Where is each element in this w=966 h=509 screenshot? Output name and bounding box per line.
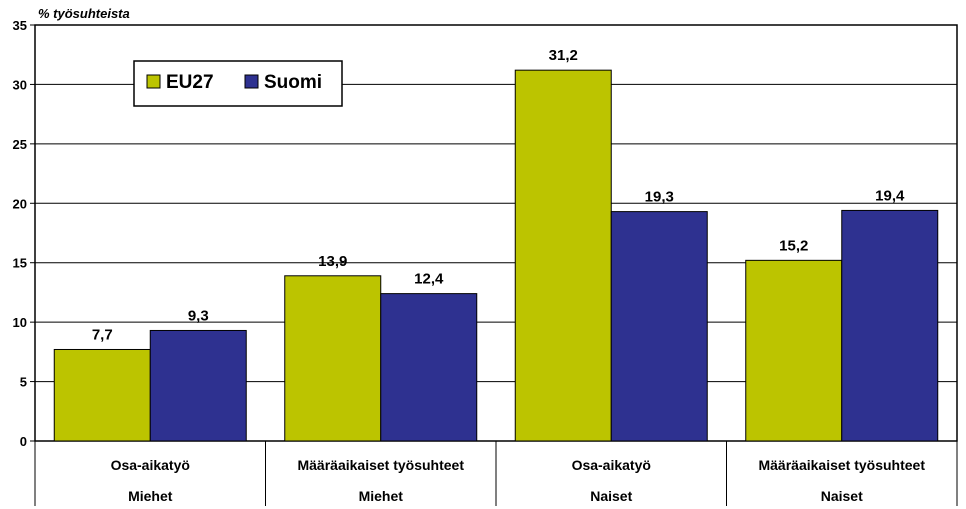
bar-eu27-1	[53, 348, 151, 442]
y-tick-label: 25	[13, 137, 27, 152]
bar-suomi-1	[149, 329, 247, 442]
bar-suomi-2	[380, 293, 478, 442]
category-group-label: Miehet	[128, 488, 173, 504]
legend-swatch-eu27	[146, 74, 161, 89]
category-group-label: Naiset	[821, 488, 863, 504]
data-label: 7,7	[92, 326, 113, 343]
data-label: 9,3	[188, 307, 209, 324]
category-group-label: Naiset	[590, 488, 632, 504]
bar-suomi-4	[841, 209, 939, 442]
y-tick-label: 20	[13, 196, 27, 211]
legend-label-eu27: EU27	[166, 72, 214, 93]
data-label: 31,2	[549, 47, 578, 64]
y-tick-label: 5	[20, 375, 27, 390]
y-tick-label: 10	[13, 315, 27, 330]
y-tick-label: 30	[13, 77, 27, 92]
legend-swatch-suomi	[244, 74, 259, 89]
category-label: Osa-aikatyö	[111, 457, 190, 473]
y-axis-label: % työsuhteista	[38, 6, 130, 21]
bar-eu27-2	[284, 275, 382, 442]
bar-eu27-3	[514, 69, 612, 442]
category-group-label: Miehet	[359, 488, 404, 504]
data-label: 13,9	[318, 253, 347, 270]
legend-label-suomi: Suomi	[264, 72, 322, 93]
data-label: 12,4	[414, 271, 444, 288]
y-tick-label: 15	[13, 256, 27, 271]
category-label: Määräaikaiset työsuhteet	[758, 457, 925, 473]
bar-suomi-3	[610, 211, 708, 442]
data-label: 19,3	[645, 189, 674, 206]
legend-box	[133, 60, 343, 107]
y-tick-label: 35	[13, 18, 27, 33]
category-label: Osa-aikatyö	[572, 457, 651, 473]
data-label: 19,4	[875, 187, 905, 204]
category-label: Määräaikaiset työsuhteet	[297, 457, 464, 473]
y-tick-label: 0	[20, 434, 27, 449]
bar-eu27-4	[745, 259, 843, 442]
data-label: 15,2	[779, 237, 808, 254]
